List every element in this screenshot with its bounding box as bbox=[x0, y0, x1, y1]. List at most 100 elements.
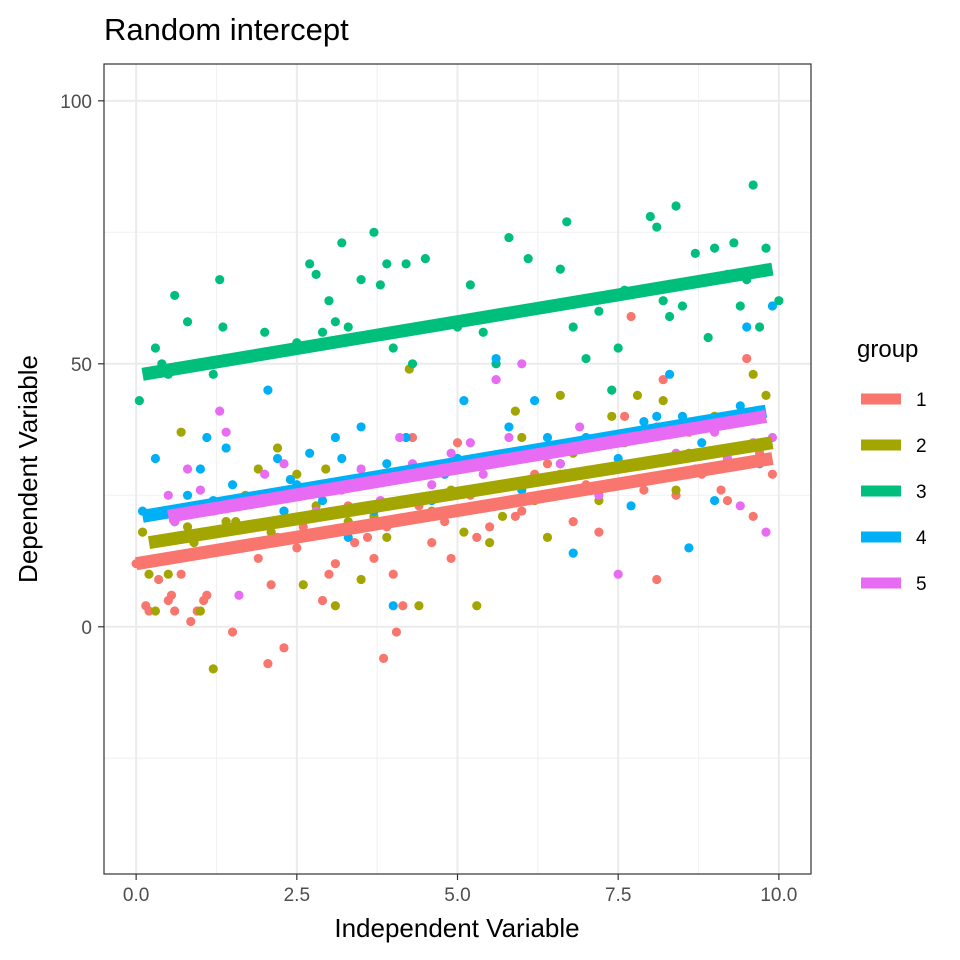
x-tick-label: 2.5 bbox=[284, 885, 310, 906]
x-axis-title: Independent Variable bbox=[334, 913, 579, 943]
data-point-group-4 bbox=[221, 443, 231, 453]
fit-line-group-5 bbox=[167, 409, 768, 523]
legend-item-4: 4 bbox=[861, 528, 927, 549]
data-point-group-4 bbox=[742, 322, 752, 332]
data-point-group-3 bbox=[388, 343, 398, 353]
data-point-group-2 bbox=[150, 606, 161, 616]
data-point-group-1 bbox=[472, 532, 482, 542]
data-point-group-4 bbox=[568, 548, 578, 558]
data-point-group-5 bbox=[356, 464, 366, 474]
data-point-group-1 bbox=[485, 522, 495, 532]
data-point-group-4 bbox=[684, 543, 694, 553]
data-point-group-1 bbox=[652, 574, 662, 585]
data-point-group-5 bbox=[465, 438, 475, 448]
legend: group 1 2 3 4 5 bbox=[857, 336, 927, 595]
data-point-group-3 bbox=[465, 280, 475, 290]
data-point-group-3 bbox=[208, 369, 218, 379]
x-tick-label: 10.0 bbox=[760, 885, 797, 906]
data-point-group-5 bbox=[260, 469, 270, 479]
data-point-group-4 bbox=[356, 422, 366, 432]
fit-line-group-3 bbox=[141, 262, 774, 381]
data-point-group-2 bbox=[144, 569, 154, 579]
data-point-group-2 bbox=[414, 601, 424, 611]
data-point-group-2 bbox=[542, 532, 553, 542]
data-point-group-3 bbox=[311, 269, 321, 279]
data-point-group-3 bbox=[170, 290, 180, 301]
y-tick-label: 100 bbox=[60, 92, 92, 113]
data-point-group-4 bbox=[279, 506, 289, 516]
data-point-group-5 bbox=[215, 406, 225, 416]
data-point-group-3 bbox=[504, 232, 514, 243]
data-point-group-5 bbox=[279, 459, 289, 469]
data-point-group-2 bbox=[671, 485, 681, 495]
data-point-group-1 bbox=[446, 553, 456, 564]
data-point-group-3 bbox=[382, 259, 392, 269]
data-point-group-3 bbox=[729, 238, 739, 248]
data-point-group-5 bbox=[735, 501, 745, 511]
y-axis-title: Dependent Variable bbox=[13, 355, 43, 583]
data-point-group-3 bbox=[774, 296, 784, 306]
data-point-group-1 bbox=[369, 553, 379, 564]
data-point-group-4 bbox=[626, 501, 636, 511]
data-point-group-4 bbox=[202, 432, 212, 443]
data-point-group-3 bbox=[369, 227, 379, 237]
data-point-group-2 bbox=[163, 569, 173, 579]
data-point-group-4 bbox=[263, 385, 273, 395]
data-point-group-2 bbox=[459, 527, 469, 537]
data-point-group-4 bbox=[459, 396, 469, 406]
data-point-group-2 bbox=[632, 390, 643, 400]
data-point-group-4 bbox=[330, 432, 340, 443]
x-axis: 0.0 2.5 5.0 7.5 10.0 bbox=[123, 874, 797, 906]
data-point-group-3 bbox=[677, 301, 688, 311]
data-point-group-4 bbox=[530, 396, 540, 406]
data-point-group-2 bbox=[382, 532, 392, 542]
data-point-group-2 bbox=[517, 432, 527, 443]
data-point-group-1 bbox=[722, 495, 733, 506]
data-point-group-5 bbox=[504, 432, 514, 443]
data-point-group-1 bbox=[452, 438, 463, 448]
y-axis: 0 50 100 bbox=[60, 92, 104, 639]
data-point-group-1 bbox=[154, 574, 164, 585]
data-point-group-4 bbox=[665, 369, 675, 379]
chart-title: Random intercept bbox=[104, 12, 349, 47]
data-point-group-3 bbox=[703, 332, 713, 343]
data-point-group-3 bbox=[523, 254, 533, 264]
data-point-group-2 bbox=[748, 369, 758, 379]
data-point-group-1 bbox=[568, 516, 578, 527]
fit-lines-layer bbox=[135, 262, 774, 571]
x-tick-label: 7.5 bbox=[605, 885, 631, 906]
data-point-group-1 bbox=[391, 627, 402, 637]
data-point-group-4 bbox=[195, 464, 206, 474]
data-point-group-4 bbox=[639, 417, 649, 427]
data-point-group-4 bbox=[317, 495, 328, 506]
data-point-group-4 bbox=[767, 301, 778, 311]
data-point-group-1 bbox=[594, 527, 604, 537]
data-point-group-4 bbox=[382, 459, 392, 469]
data-point-group-1 bbox=[202, 590, 212, 600]
data-point-group-1 bbox=[517, 506, 527, 516]
fit-line-group-1 bbox=[135, 452, 774, 571]
data-point-group-5 bbox=[478, 469, 488, 479]
legend-label-5: 5 bbox=[916, 574, 927, 595]
data-point-group-1 bbox=[767, 469, 778, 479]
data-point-group-3 bbox=[150, 343, 161, 353]
data-point-group-3 bbox=[375, 280, 385, 290]
legend-label-4: 4 bbox=[916, 528, 927, 549]
data-point-group-4 bbox=[709, 495, 720, 506]
data-point-group-4 bbox=[401, 432, 411, 443]
data-point-group-3 bbox=[324, 296, 334, 306]
data-point-group-3 bbox=[690, 248, 700, 258]
data-point-group-4 bbox=[652, 411, 662, 422]
legend-label-3: 3 bbox=[916, 482, 927, 503]
data-point-group-3 bbox=[337, 238, 347, 248]
data-point-group-1 bbox=[186, 616, 196, 627]
data-point-group-2 bbox=[195, 606, 206, 616]
data-point-group-3 bbox=[330, 317, 340, 327]
data-point-group-4 bbox=[735, 401, 745, 411]
data-point-group-4 bbox=[182, 490, 193, 500]
data-point-group-3 bbox=[562, 217, 572, 227]
data-point-group-1 bbox=[658, 374, 668, 385]
data-point-group-3 bbox=[356, 275, 366, 285]
data-point-group-1 bbox=[227, 627, 238, 637]
data-point-group-5 bbox=[195, 485, 206, 495]
